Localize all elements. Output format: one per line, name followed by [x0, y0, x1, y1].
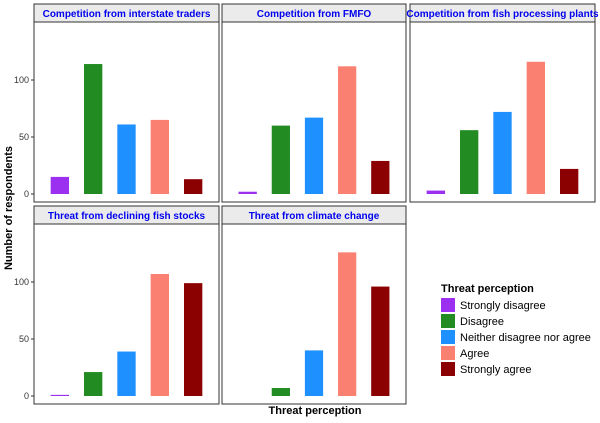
- facet-panel: Threat from climate change: [221, 205, 407, 405]
- facet-title: Threat from declining fish stocks: [48, 211, 206, 222]
- facet-title: Competition from interstate traders: [43, 9, 211, 20]
- y-tick-label: 100: [14, 277, 29, 287]
- y-tick-label: 50: [19, 334, 29, 344]
- bar: [50, 176, 69, 194]
- legend-label: Agree: [460, 348, 489, 360]
- bar: [271, 125, 290, 194]
- legend-swatch: [441, 314, 455, 328]
- bar: [426, 190, 445, 194]
- legend-swatch: [441, 346, 455, 360]
- y-tick-label: 50: [19, 132, 29, 142]
- legend-swatch: [441, 362, 455, 376]
- y-tick-label: 0: [24, 189, 29, 199]
- bar: [150, 274, 169, 396]
- facet-panel: Threat from declining fish stocks 0 50 100: [14, 205, 220, 405]
- legend-label: Strongly disagree: [460, 300, 546, 312]
- bar: [493, 111, 512, 194]
- bar: [184, 283, 203, 396]
- legend-title: Threat perception: [441, 283, 534, 295]
- bar: [371, 160, 390, 194]
- legend-label: Strongly agree: [460, 364, 532, 376]
- x-axis-title: Threat perception: [269, 405, 362, 417]
- bar: [304, 117, 324, 194]
- bar: [184, 179, 203, 194]
- bar: [560, 168, 579, 194]
- y-tick-label: 100: [14, 75, 29, 85]
- y-tick-label: 0: [24, 391, 29, 401]
- bar: [84, 372, 103, 396]
- legend-label: Neither disagree nor agree: [460, 332, 591, 344]
- legend-label: Disagree: [460, 316, 504, 328]
- bar: [238, 191, 257, 194]
- facet-title: Competition from fish processing plants: [406, 9, 599, 20]
- bar: [117, 351, 136, 396]
- legend: Threat perception Strongly disagree Disag…: [441, 283, 591, 376]
- bar: [304, 350, 324, 396]
- facet-panel: Competition from fish processing plants: [406, 3, 599, 203]
- bar: [117, 124, 136, 194]
- bar: [150, 119, 169, 194]
- bar: [526, 61, 545, 195]
- facet-title: Competition from FMFO: [257, 9, 372, 20]
- bar: [371, 286, 390, 396]
- facet-panel: Competition from FMFO: [221, 3, 407, 203]
- bar: [84, 64, 103, 194]
- bar: [338, 66, 357, 194]
- bar: [338, 252, 357, 396]
- facet-title: Threat from climate change: [249, 211, 380, 222]
- bar: [271, 388, 290, 396]
- legend-swatch: [441, 330, 455, 344]
- y-axis-title: Number of respondents: [3, 146, 15, 270]
- bar: [460, 130, 479, 194]
- legend-swatch: [441, 298, 455, 312]
- facet-panel: Competition from interstate traders 0 50 10…: [14, 3, 220, 203]
- bar: [50, 394, 69, 396]
- facet-panels: Competition from interstate traders 0 50 10…: [14, 3, 599, 405]
